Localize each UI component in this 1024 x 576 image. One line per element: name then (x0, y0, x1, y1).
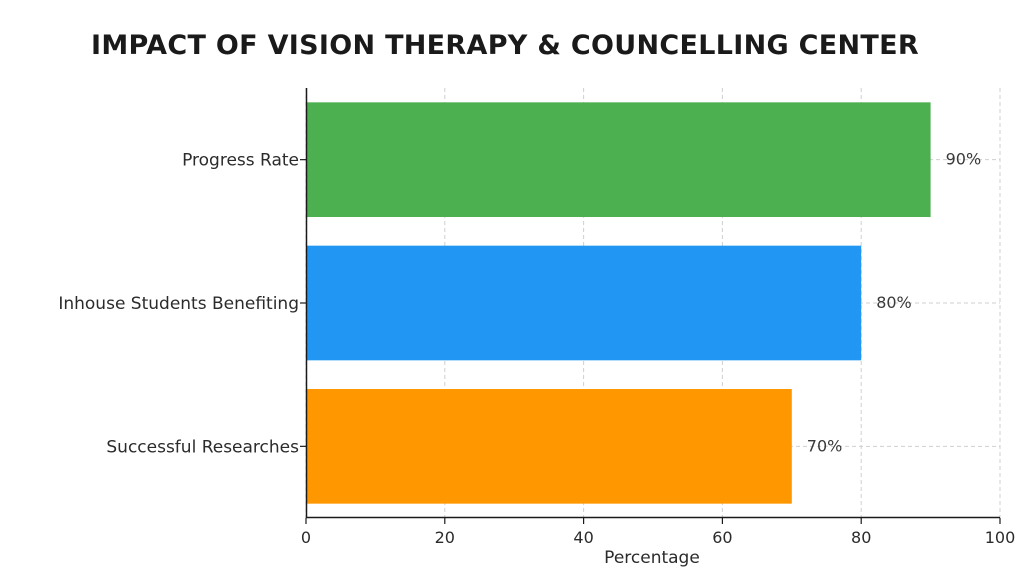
category-label: Successful Researches (106, 437, 299, 457)
x-tick-label: 40 (573, 528, 593, 547)
x-ticks: 0 20 40 60 80 100 (301, 518, 1015, 547)
category-label: Inhouse Students Benefiting (58, 294, 299, 314)
bar (306, 245, 862, 361)
x-tick-label: 100 (985, 528, 1016, 547)
data-label: 80% (876, 293, 912, 312)
category-label: Progress Rate (182, 151, 299, 171)
data-labels: 90% 80% 70% (807, 150, 981, 456)
x-tick-label: 60 (712, 528, 732, 547)
bar (306, 102, 931, 217)
x-tick-label: 20 (435, 528, 455, 547)
bar (306, 389, 792, 504)
data-label: 90% (946, 150, 982, 169)
category-labels: Progress Rate Inhouse Students Benefiting… (58, 151, 306, 457)
x-tick-label: 0 (301, 528, 311, 547)
data-label: 70% (807, 436, 843, 455)
bars (306, 102, 931, 504)
chart-title: IMPACT OF VISION THERAPY & COUNCELLING C… (91, 30, 919, 61)
x-tick-label: 80 (851, 528, 871, 547)
axes (305, 88, 1000, 519)
x-axis-label: Percentage (604, 548, 700, 568)
